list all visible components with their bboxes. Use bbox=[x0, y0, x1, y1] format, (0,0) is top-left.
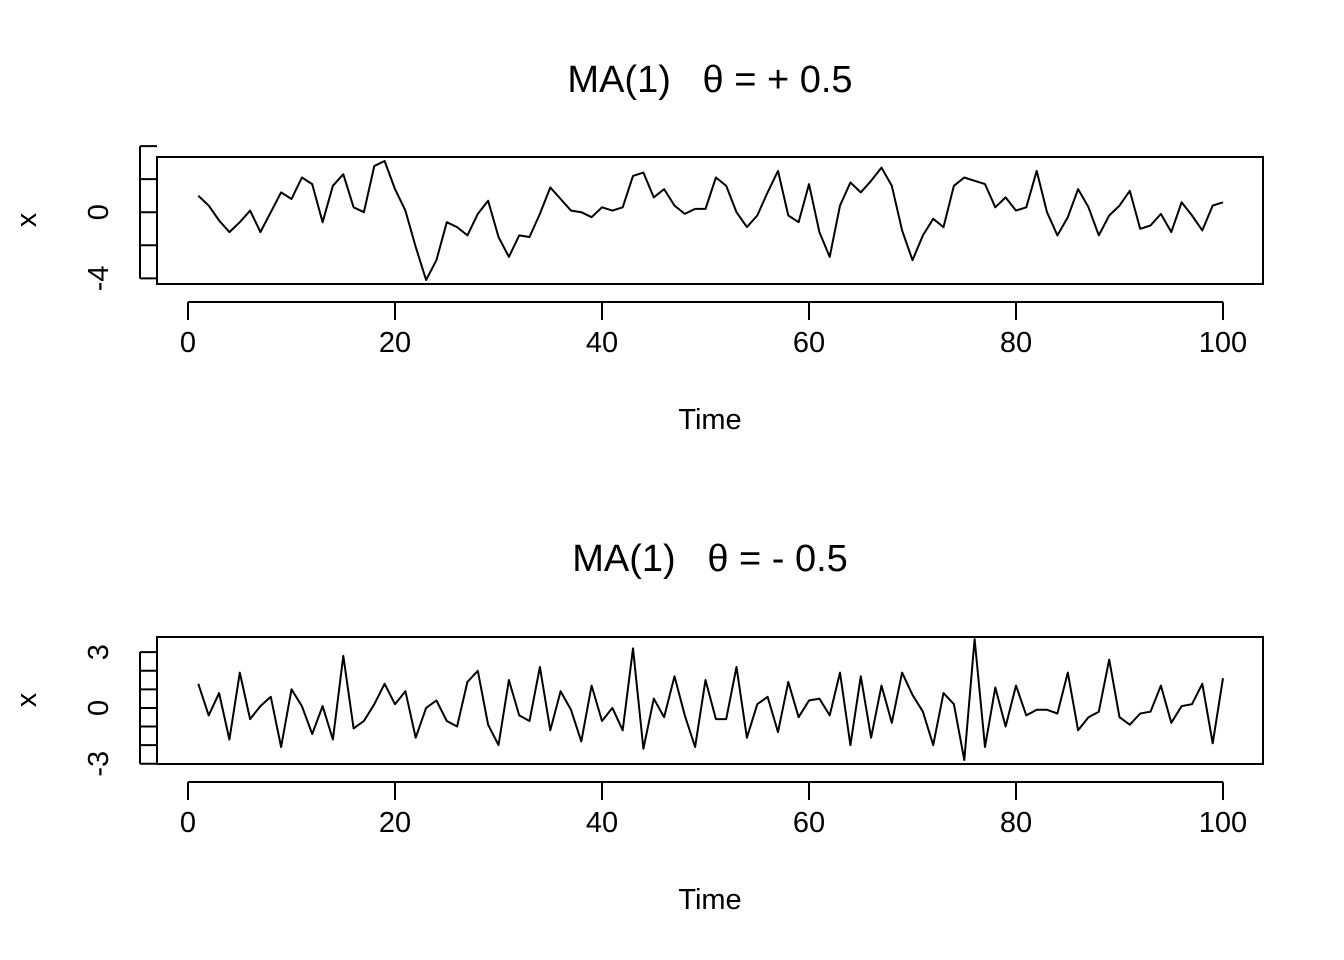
plot-frame bbox=[156, 636, 1264, 765]
x-tick-label: 80 bbox=[1000, 807, 1032, 839]
x-axis-label: Time bbox=[678, 884, 741, 916]
y-tick-label: 3 bbox=[83, 644, 115, 660]
y-axis-label: x bbox=[11, 212, 43, 227]
series-line bbox=[197, 638, 1224, 761]
x-axis: 0 20 40 60 80 100 bbox=[180, 781, 1247, 839]
x-tick-label: 100 bbox=[1199, 807, 1247, 839]
y-tick-label: 0 bbox=[83, 700, 115, 716]
x-tick-label: 20 bbox=[379, 327, 411, 359]
x-tick-label: 40 bbox=[586, 807, 618, 839]
panel-ma1-positive: MA(1) θ = + 0.5 0 20 40 60 80 100 -4 0 Time x bbox=[11, 59, 1264, 436]
plot-frame bbox=[156, 156, 1264, 285]
x-tick-label: 80 bbox=[1000, 327, 1032, 359]
x-tick-label: 40 bbox=[586, 327, 618, 359]
x-tick-label: 60 bbox=[793, 327, 825, 359]
panel-title: MA(1) θ = + 0.5 bbox=[567, 59, 852, 101]
x-tick-label: 0 bbox=[180, 327, 196, 359]
y-tick-label: -3 bbox=[83, 751, 115, 777]
y-tick-label: -4 bbox=[83, 265, 115, 291]
x-axis-label: Time bbox=[678, 404, 741, 436]
x-tick-label: 20 bbox=[379, 807, 411, 839]
panel-title: MA(1) θ = - 0.5 bbox=[572, 538, 848, 580]
y-axis-label: x bbox=[11, 692, 43, 707]
panel-ma1-negative: MA(1) θ = - 0.5 0 20 40 60 80 100 -3 0 3 Time x bbox=[11, 538, 1264, 916]
series-line bbox=[197, 160, 1224, 281]
y-axis: -4 0 bbox=[83, 145, 157, 291]
x-tick-label: 0 bbox=[180, 807, 196, 839]
y-axis: -3 0 3 bbox=[83, 644, 157, 777]
y-tick-label: 0 bbox=[83, 204, 115, 220]
x-tick-label: 60 bbox=[793, 807, 825, 839]
x-axis: 0 20 40 60 80 100 bbox=[180, 301, 1247, 359]
x-tick-label: 100 bbox=[1199, 327, 1247, 359]
